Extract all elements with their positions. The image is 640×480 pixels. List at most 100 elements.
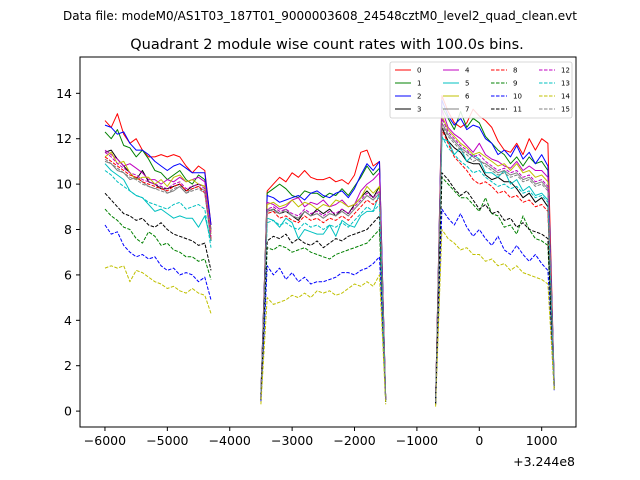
x-tick-label: −2000 [333, 433, 375, 448]
legend-label: 10 [513, 93, 522, 101]
legend-item-3: 3 [395, 106, 421, 114]
series-4-segment-2 [260, 172, 387, 400]
x-tick-label: −5000 [146, 433, 188, 448]
legend-item-12: 12 [539, 67, 570, 75]
series-line-7 [104, 122, 555, 403]
series-13-segment-2 [260, 204, 387, 400]
series-14-segment-3 [435, 229, 555, 407]
series-11-segment-3 [435, 172, 555, 405]
series-line-14 [104, 229, 555, 407]
legend-item-0: 0 [395, 67, 421, 75]
series-5-segment-1 [104, 163, 212, 242]
legend-item-9: 9 [491, 80, 517, 88]
series-14-segment-1 [104, 265, 212, 314]
legend-item-2: 2 [395, 93, 421, 101]
y-tick-label: 14 [56, 86, 72, 101]
series-8-segment-2 [260, 197, 387, 400]
series-line-6 [104, 115, 555, 403]
legend-item-13: 13 [539, 80, 570, 88]
series-line-12 [104, 117, 555, 403]
legend-label: 1 [417, 80, 421, 88]
series-9-segment-2 [260, 229, 387, 403]
legend-label: 3 [417, 106, 421, 114]
legend-box [389, 61, 573, 119]
series-line-4 [104, 108, 555, 403]
legend-label: 9 [513, 80, 517, 88]
legend-label: 7 [465, 106, 469, 114]
series-1-segment-3 [435, 106, 555, 403]
series-14-segment-2 [260, 274, 387, 405]
series-line-2 [104, 99, 555, 403]
series-line-1 [104, 106, 555, 403]
x-tick-label: −1000 [396, 433, 438, 448]
chart-title: Quadrant 2 module wise count rates with … [130, 37, 524, 53]
y-tick-label: 8 [64, 222, 72, 237]
legend-item-1: 1 [395, 80, 421, 88]
axes: −6000 −5000 −4000 −3000 −2000 −1000 0 1000 0 2 4 6 8… [56, 56, 577, 448]
x-offset-label: +3.244e8 [513, 454, 575, 469]
series-line-13 [104, 135, 555, 403]
legend-item-15: 15 [539, 106, 570, 114]
series-line-3 [104, 126, 555, 403]
series-10-segment-3 [435, 208, 555, 405]
series-line-11 [104, 172, 555, 405]
legend-label: 14 [561, 93, 570, 101]
series-0-segment-1 [104, 113, 212, 226]
axes-frame [79, 56, 577, 428]
legend-label: 11 [513, 106, 522, 114]
series-11-segment-2 [260, 215, 387, 403]
series-15-segment-3 [435, 124, 555, 403]
series-15-segment-2 [260, 192, 387, 400]
legend-label: 15 [561, 106, 570, 114]
y-tick-label: 6 [64, 267, 72, 282]
series-4-segment-3 [435, 108, 555, 403]
series-10-segment-2 [260, 256, 387, 403]
series-7-segment-3 [435, 122, 555, 403]
series-13-segment-3 [435, 135, 555, 403]
series-1-segment-2 [260, 165, 387, 400]
legend-item-8: 8 [491, 67, 517, 75]
series-6-segment-2 [260, 185, 387, 400]
series-9-segment-3 [435, 176, 555, 405]
series-line-10 [104, 208, 555, 405]
series-12-segment-3 [435, 117, 555, 403]
legend-label: 8 [513, 67, 517, 75]
data-file-label: Data file: modeM0/AS1T03_187T01_90000036… [63, 9, 577, 23]
y-tick-label: 4 [64, 313, 72, 328]
x-tick-label: −3000 [271, 433, 313, 448]
series-0-segment-2 [260, 149, 387, 400]
series-9-segment-1 [104, 208, 212, 280]
y-tick-label: 2 [64, 358, 72, 373]
series-6-segment-1 [104, 151, 212, 235]
legend-item-6: 6 [443, 93, 470, 101]
series-3-segment-3 [435, 126, 555, 403]
legend-label: 2 [417, 93, 421, 101]
legend-label: 4 [465, 67, 470, 75]
series-2-segment-1 [104, 124, 212, 226]
x-tick-label: 1000 [526, 433, 558, 448]
legend-item-14: 14 [539, 93, 570, 101]
y-tick-label: 0 [64, 404, 72, 419]
series-12-segment-2 [260, 190, 387, 400]
series-11-segment-1 [104, 192, 212, 271]
y-tick-label: 12 [56, 131, 72, 146]
series-8-segment-1 [104, 156, 212, 239]
x-tick-label: 0 [475, 433, 483, 448]
legend-item-10: 10 [491, 93, 522, 101]
legend-item-11: 11 [491, 106, 522, 114]
series-line-8 [104, 129, 555, 403]
series-7-segment-2 [260, 192, 387, 400]
series-12-segment-1 [104, 151, 212, 237]
x-tick-label: −6000 [84, 433, 126, 448]
x-tick-label: −4000 [209, 433, 251, 448]
legend-label: 12 [561, 67, 570, 75]
series-2-segment-3 [435, 99, 555, 403]
series-6-segment-3 [435, 115, 555, 403]
legend-item-7: 7 [443, 106, 469, 114]
legend-label: 6 [465, 93, 470, 101]
series-10-segment-1 [104, 224, 212, 301]
plot-area [104, 95, 555, 407]
legend-item-4: 4 [443, 67, 470, 75]
legend-item-5: 5 [443, 80, 469, 88]
